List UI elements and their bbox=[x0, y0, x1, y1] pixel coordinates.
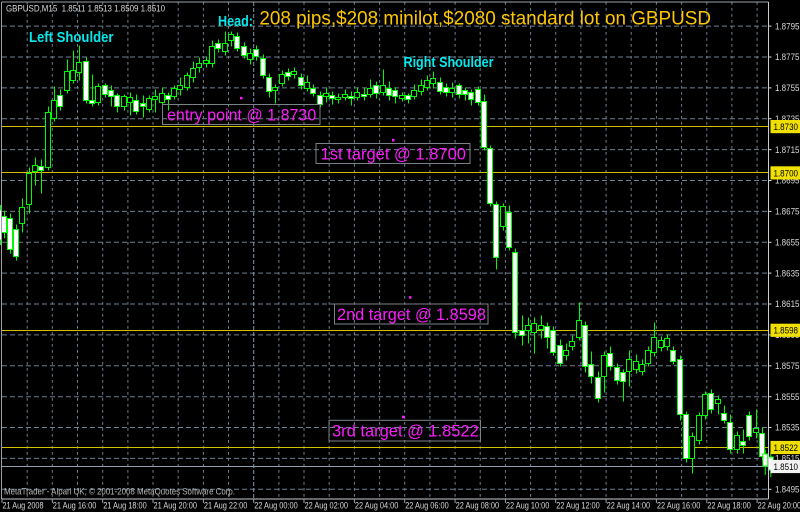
svg-text:1.8755: 1.8755 bbox=[775, 83, 800, 94]
svg-text:1.8730: 1.8730 bbox=[774, 122, 799, 133]
svg-text:1.8675: 1.8675 bbox=[775, 207, 800, 218]
svg-text:22 Aug 16:00: 22 Aug 16:00 bbox=[657, 501, 701, 512]
svg-text:Head:: Head: bbox=[218, 14, 253, 30]
svg-text:22 Aug 12:00: 22 Aug 12:00 bbox=[556, 501, 600, 512]
svg-text:1.8510: 1.8510 bbox=[774, 462, 799, 473]
svg-text:22 Aug 20:00: 22 Aug 20:00 bbox=[758, 501, 800, 512]
svg-text:1.8522: 1.8522 bbox=[774, 443, 799, 454]
svg-text:Right Shoulder: Right Shoulder bbox=[404, 55, 494, 71]
svg-text:21 Aug 2008: 21 Aug 2008 bbox=[3, 501, 44, 512]
svg-text:21 Aug 18:00: 21 Aug 18:00 bbox=[103, 501, 147, 512]
svg-text:1.8515: 1.8515 bbox=[775, 454, 800, 465]
svg-text:1.8655: 1.8655 bbox=[775, 238, 800, 249]
svg-text:1.8695: 1.8695 bbox=[775, 176, 800, 187]
svg-text:GBPUSD,M15 1.8511 1.8513 1.85: GBPUSD,M15 1.8511 1.8513 1.8509 1.8510 bbox=[6, 4, 165, 15]
svg-text:22 Aug 08:00: 22 Aug 08:00 bbox=[456, 501, 500, 512]
svg-text:1.8575: 1.8575 bbox=[775, 361, 800, 372]
svg-text:3rd target @ 1.8522: 3rd target @ 1.8522 bbox=[332, 422, 479, 440]
svg-text:1.8535: 1.8535 bbox=[775, 423, 800, 434]
svg-text:Left Shoulder: Left Shoulder bbox=[29, 30, 114, 46]
svg-text:1.8635: 1.8635 bbox=[775, 268, 800, 279]
svg-text:21 Aug 22:00: 21 Aug 22:00 bbox=[204, 501, 248, 512]
svg-text:22 Aug 04:00: 22 Aug 04:00 bbox=[355, 501, 399, 512]
svg-text:21 Aug 20:00: 21 Aug 20:00 bbox=[154, 501, 198, 512]
svg-text:22 Aug 00:00: 22 Aug 00:00 bbox=[254, 501, 298, 512]
svg-text:1.8715: 1.8715 bbox=[775, 145, 800, 156]
svg-text:1.8598: 1.8598 bbox=[774, 326, 799, 337]
svg-text:1.8795: 1.8795 bbox=[775, 21, 800, 32]
svg-text:22 Aug 14:00: 22 Aug 14:00 bbox=[607, 501, 651, 512]
svg-text:1.8555: 1.8555 bbox=[775, 392, 800, 403]
svg-text:22 Aug 02:00: 22 Aug 02:00 bbox=[305, 501, 349, 512]
svg-text:1.8775: 1.8775 bbox=[775, 52, 800, 63]
svg-text:1.8735: 1.8735 bbox=[775, 114, 800, 125]
svg-text:1st target @ 1.8700: 1st target @ 1.8700 bbox=[321, 145, 467, 163]
svg-text:21 Aug 16:00: 21 Aug 16:00 bbox=[53, 501, 97, 512]
svg-text:entry point @ 1.8730: entry point @ 1.8730 bbox=[167, 106, 316, 124]
svg-text:22 Aug 06:00: 22 Aug 06:00 bbox=[405, 501, 449, 512]
svg-text:2nd target @ 1.8598: 2nd target @ 1.8598 bbox=[337, 306, 486, 324]
svg-text:22 Aug 18:00: 22 Aug 18:00 bbox=[707, 501, 751, 512]
svg-text:22 Aug 10:00: 22 Aug 10:00 bbox=[506, 501, 550, 512]
svg-text:MetaTrader - Alpari UK, © 2001: MetaTrader - Alpari UK, © 2001-2008 Meta… bbox=[4, 487, 235, 498]
svg-text:1.8700: 1.8700 bbox=[774, 168, 799, 179]
svg-text:1.8615: 1.8615 bbox=[775, 299, 800, 310]
svg-text:1.8495: 1.8495 bbox=[775, 485, 800, 496]
svg-text:208 pips,$208 minilot,$2080 st: 208 pips,$208 minilot,$2080 standard lot… bbox=[259, 8, 711, 30]
